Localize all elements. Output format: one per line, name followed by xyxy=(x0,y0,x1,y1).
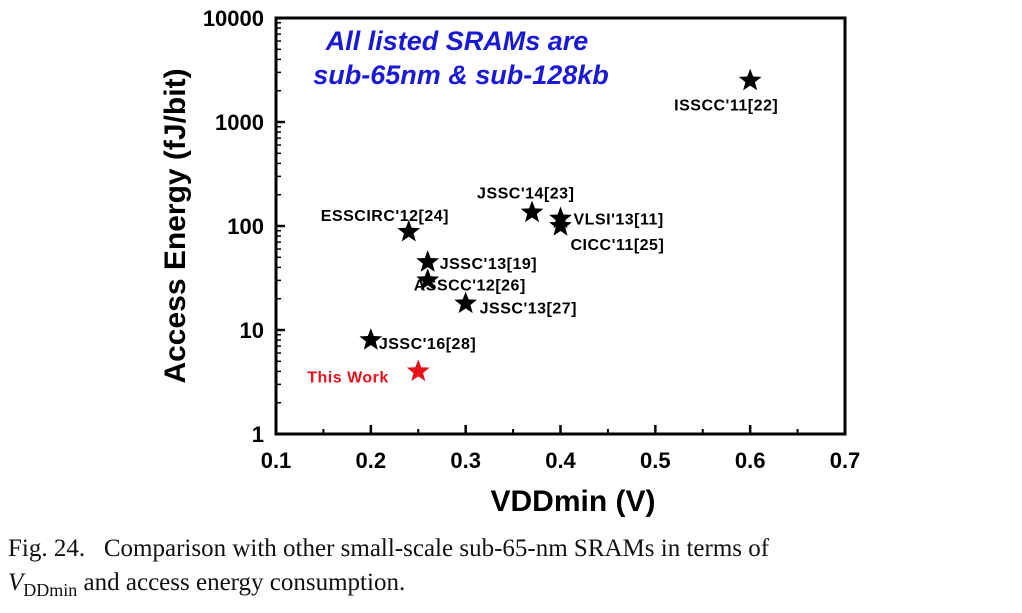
y-axis-title: Access Energy (fJ/bit) xyxy=(159,68,192,383)
point-label: This Work xyxy=(307,369,389,386)
star-marker xyxy=(416,250,440,272)
caption-text-1: Comparison with other small-scale sub-65… xyxy=(103,535,770,562)
caption-line-1: Fig. 24. Comparison with other small-sca… xyxy=(8,532,1018,566)
point-label: ISSCC'11[22] xyxy=(674,98,778,115)
point-label: JSSC'14[23] xyxy=(477,185,574,202)
x-tick-label: 0.4 xyxy=(545,448,576,473)
this-work-star-marker xyxy=(406,359,430,382)
y-tick-label: 1 xyxy=(252,422,264,447)
caption-line-2: VDDmin and access energy consumption. xyxy=(8,566,1018,607)
point-label: ASSCC'12[26] xyxy=(414,277,526,294)
scatter-chart: 0.1 0.2 0.3 0.4 0.5 0.6 0.7 1 10 100 1000 10000 ISS… xyxy=(159,6,860,518)
caption-text-2: and access energy consumption. xyxy=(77,569,406,596)
star-marker xyxy=(416,268,440,291)
point-label: ESSCIRC'12[24] xyxy=(321,208,449,225)
star-marker xyxy=(454,291,478,314)
axis-ticks: 0.1 0.2 0.3 0.4 0.5 0.6 0.7 1 10 100 1000 10000 xyxy=(203,6,860,473)
x-tick-label: 0.3 xyxy=(450,448,481,473)
figure-caption: Fig. 24. Comparison with other small-sca… xyxy=(8,532,1018,607)
x-tick-label: 0.2 xyxy=(356,448,387,473)
point-label: VLSI'13[11] xyxy=(574,212,664,229)
x-axis-title: VDDmin (V) xyxy=(491,485,656,518)
star-marker xyxy=(397,219,421,242)
y-tick-label: 1000 xyxy=(215,110,264,135)
y-tick-label: 10 xyxy=(240,318,264,343)
star-marker xyxy=(549,214,572,236)
y-tick-label: 100 xyxy=(227,214,264,239)
x-tick-label: 0.7 xyxy=(830,448,861,473)
x-tick-label: 0.6 xyxy=(735,448,766,473)
star-marker xyxy=(738,68,762,91)
caption-fig-label: Fig. 24. xyxy=(8,535,86,562)
y-tick-label: 10000 xyxy=(203,6,264,31)
annotation-line-2: sub-65nm & sub-128kb xyxy=(313,60,609,90)
point-label: JSSC'13[19] xyxy=(440,256,537,273)
star-marker xyxy=(520,200,544,223)
x-tick-label: 0.1 xyxy=(261,448,292,473)
caption-v-subscript: DDmin xyxy=(23,580,78,600)
x-tick-label: 0.5 xyxy=(640,448,671,473)
point-label: JSSC'16[28] xyxy=(379,336,476,353)
point-label: JSSC'13[27] xyxy=(480,300,577,317)
star-marker xyxy=(359,328,383,350)
annotation-line-1: All listed SRAMs are xyxy=(325,26,589,56)
point-label: CICC'11[25] xyxy=(571,237,665,254)
data-points: ISSCC'11[22] JSSC'14[23]VLSI'13[11] CICC'1… xyxy=(307,68,778,386)
caption-v-symbol: V xyxy=(8,569,24,596)
